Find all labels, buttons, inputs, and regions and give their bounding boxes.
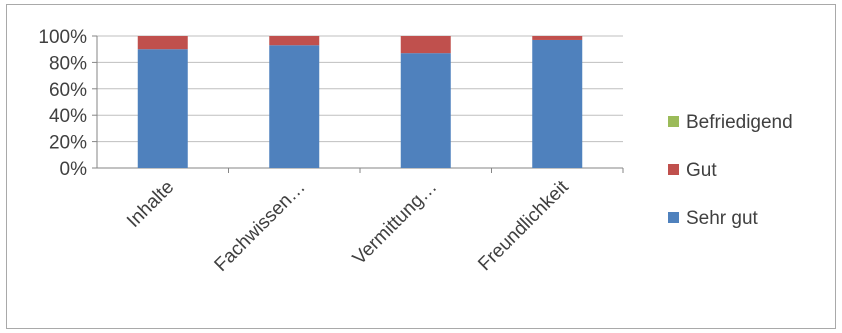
- x-tick-label: Vermittung…: [349, 177, 442, 270]
- x-tick-label: Freundlichkeit: [474, 176, 573, 275]
- y-tick-label: 40%: [49, 106, 87, 127]
- legend-label: Befriedigend: [686, 112, 793, 133]
- legend-label: Gut: [686, 160, 717, 181]
- x-tick-labels: Inhalte Fachwissen… Vermittung… Freundlichk…: [123, 176, 573, 276]
- bar-segment-sehr-gut: [137, 49, 188, 169]
- legend-swatch: [668, 164, 679, 175]
- y-tick-label: 100%: [38, 27, 87, 48]
- y-tick-label: 20%: [49, 133, 87, 154]
- bar-segment-gut: [400, 36, 451, 54]
- legend-label: Sehr gut: [686, 208, 759, 229]
- bar-segment-gut: [137, 36, 188, 50]
- bar-segment-sehr-gut: [269, 45, 320, 168]
- x-tick-label: Fachwissen…: [211, 177, 310, 276]
- y-tick-label: 60%: [49, 80, 87, 101]
- y-tick-label: 80%: [49, 53, 87, 74]
- bar-segment-sehr-gut: [532, 39, 583, 169]
- legend-swatch: [668, 212, 679, 223]
- y-tick-labels: 0% 20% 40% 60% 80% 100%: [38, 27, 87, 180]
- bars: [137, 36, 583, 169]
- legend: Befriedigend Gut Sehr gut: [668, 112, 793, 229]
- y-tick-label: 0%: [60, 159, 88, 180]
- x-tick-label: Inhalte: [123, 177, 178, 232]
- bar-segment-gut: [532, 36, 583, 40]
- bar-segment-sehr-gut: [400, 53, 451, 168]
- legend-swatch: [668, 116, 679, 127]
- bar-segment-gut: [269, 36, 320, 46]
